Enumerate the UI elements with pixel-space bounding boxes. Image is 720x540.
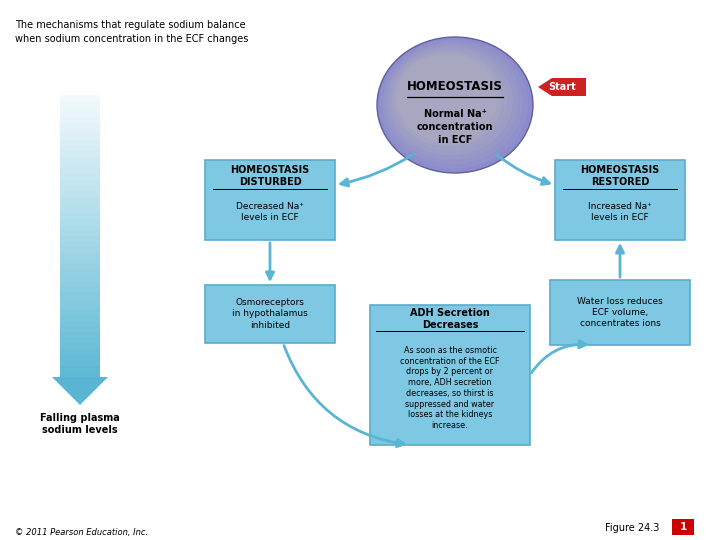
Polygon shape (60, 208, 100, 213)
Polygon shape (538, 78, 586, 96)
Text: HOMEOSTASIS
RESTORED: HOMEOSTASIS RESTORED (580, 165, 660, 187)
Polygon shape (60, 338, 100, 343)
Ellipse shape (382, 42, 523, 164)
Polygon shape (60, 231, 100, 236)
FancyBboxPatch shape (555, 160, 685, 240)
Polygon shape (60, 236, 100, 241)
Text: ADH Secretion
Decreases: ADH Secretion Decreases (410, 308, 490, 330)
Polygon shape (60, 202, 100, 208)
Polygon shape (60, 157, 100, 163)
Text: © 2011 Pearson Education, Inc.: © 2011 Pearson Education, Inc. (15, 528, 148, 537)
Polygon shape (60, 123, 100, 129)
Text: Falling plasma
sodium levels: Falling plasma sodium levels (40, 413, 120, 435)
Text: 1: 1 (680, 522, 687, 532)
Polygon shape (60, 146, 100, 151)
Polygon shape (60, 354, 100, 360)
Polygon shape (60, 95, 100, 100)
Polygon shape (60, 349, 100, 354)
Polygon shape (60, 129, 100, 134)
Polygon shape (60, 287, 100, 292)
Text: HOMEOSTASIS
DISTURBED: HOMEOSTASIS DISTURBED (230, 165, 310, 187)
Polygon shape (60, 151, 100, 157)
Ellipse shape (388, 46, 513, 156)
Text: Decreased Na⁺
levels in ECF: Decreased Na⁺ levels in ECF (236, 202, 304, 222)
Polygon shape (60, 174, 100, 180)
Polygon shape (60, 372, 100, 377)
FancyBboxPatch shape (205, 285, 335, 343)
Text: Increased Na⁺
levels in ECF: Increased Na⁺ levels in ECF (588, 202, 652, 222)
Polygon shape (60, 264, 100, 270)
Polygon shape (60, 180, 100, 185)
Polygon shape (60, 343, 100, 349)
Polygon shape (60, 259, 100, 264)
Polygon shape (60, 219, 100, 225)
Polygon shape (60, 326, 100, 332)
Ellipse shape (379, 39, 528, 168)
Polygon shape (60, 191, 100, 197)
Polygon shape (60, 197, 100, 202)
FancyBboxPatch shape (370, 305, 530, 445)
Polygon shape (60, 298, 100, 303)
Polygon shape (60, 225, 100, 231)
Polygon shape (60, 106, 100, 112)
Polygon shape (60, 241, 100, 247)
Polygon shape (60, 118, 100, 123)
Text: HOMEOSTASIS: HOMEOSTASIS (407, 80, 503, 93)
Polygon shape (60, 134, 100, 140)
Polygon shape (60, 185, 100, 191)
Text: Figure 24.3: Figure 24.3 (605, 523, 660, 533)
Polygon shape (60, 140, 100, 146)
Ellipse shape (393, 51, 503, 146)
Ellipse shape (396, 53, 498, 142)
Polygon shape (60, 247, 100, 253)
Polygon shape (60, 315, 100, 321)
Polygon shape (60, 366, 100, 372)
Text: As soon as the osmotic
concentration of the ECF
drops by 2 percent or
more, ADH : As soon as the osmotic concentration of … (400, 346, 500, 430)
Ellipse shape (391, 49, 508, 151)
Polygon shape (60, 100, 100, 106)
Ellipse shape (377, 37, 533, 173)
FancyBboxPatch shape (550, 280, 690, 345)
Text: The mechanisms that regulate sodium balance
when sodium concentration in the ECF: The mechanisms that regulate sodium bala… (15, 21, 248, 44)
Polygon shape (60, 332, 100, 338)
Polygon shape (60, 281, 100, 287)
Ellipse shape (385, 44, 518, 160)
Polygon shape (60, 163, 100, 168)
Polygon shape (60, 275, 100, 281)
Polygon shape (60, 168, 100, 174)
Polygon shape (60, 292, 100, 298)
Text: Normal Na⁺
concentration
in ECF: Normal Na⁺ concentration in ECF (417, 109, 493, 145)
Polygon shape (60, 360, 100, 366)
Text: Water loss reduces
ECF volume,
concentrates ions: Water loss reduces ECF volume, concentra… (577, 297, 663, 328)
Text: Osmoreceptors
in hypothalamus
inhibited: Osmoreceptors in hypothalamus inhibited (232, 299, 308, 329)
FancyBboxPatch shape (205, 160, 335, 240)
Polygon shape (60, 270, 100, 275)
Polygon shape (60, 112, 100, 118)
Polygon shape (60, 213, 100, 219)
Polygon shape (60, 309, 100, 315)
Polygon shape (60, 321, 100, 326)
FancyBboxPatch shape (672, 519, 694, 535)
Polygon shape (52, 377, 108, 405)
Polygon shape (60, 253, 100, 259)
Text: Start: Start (548, 82, 576, 92)
Polygon shape (60, 303, 100, 309)
